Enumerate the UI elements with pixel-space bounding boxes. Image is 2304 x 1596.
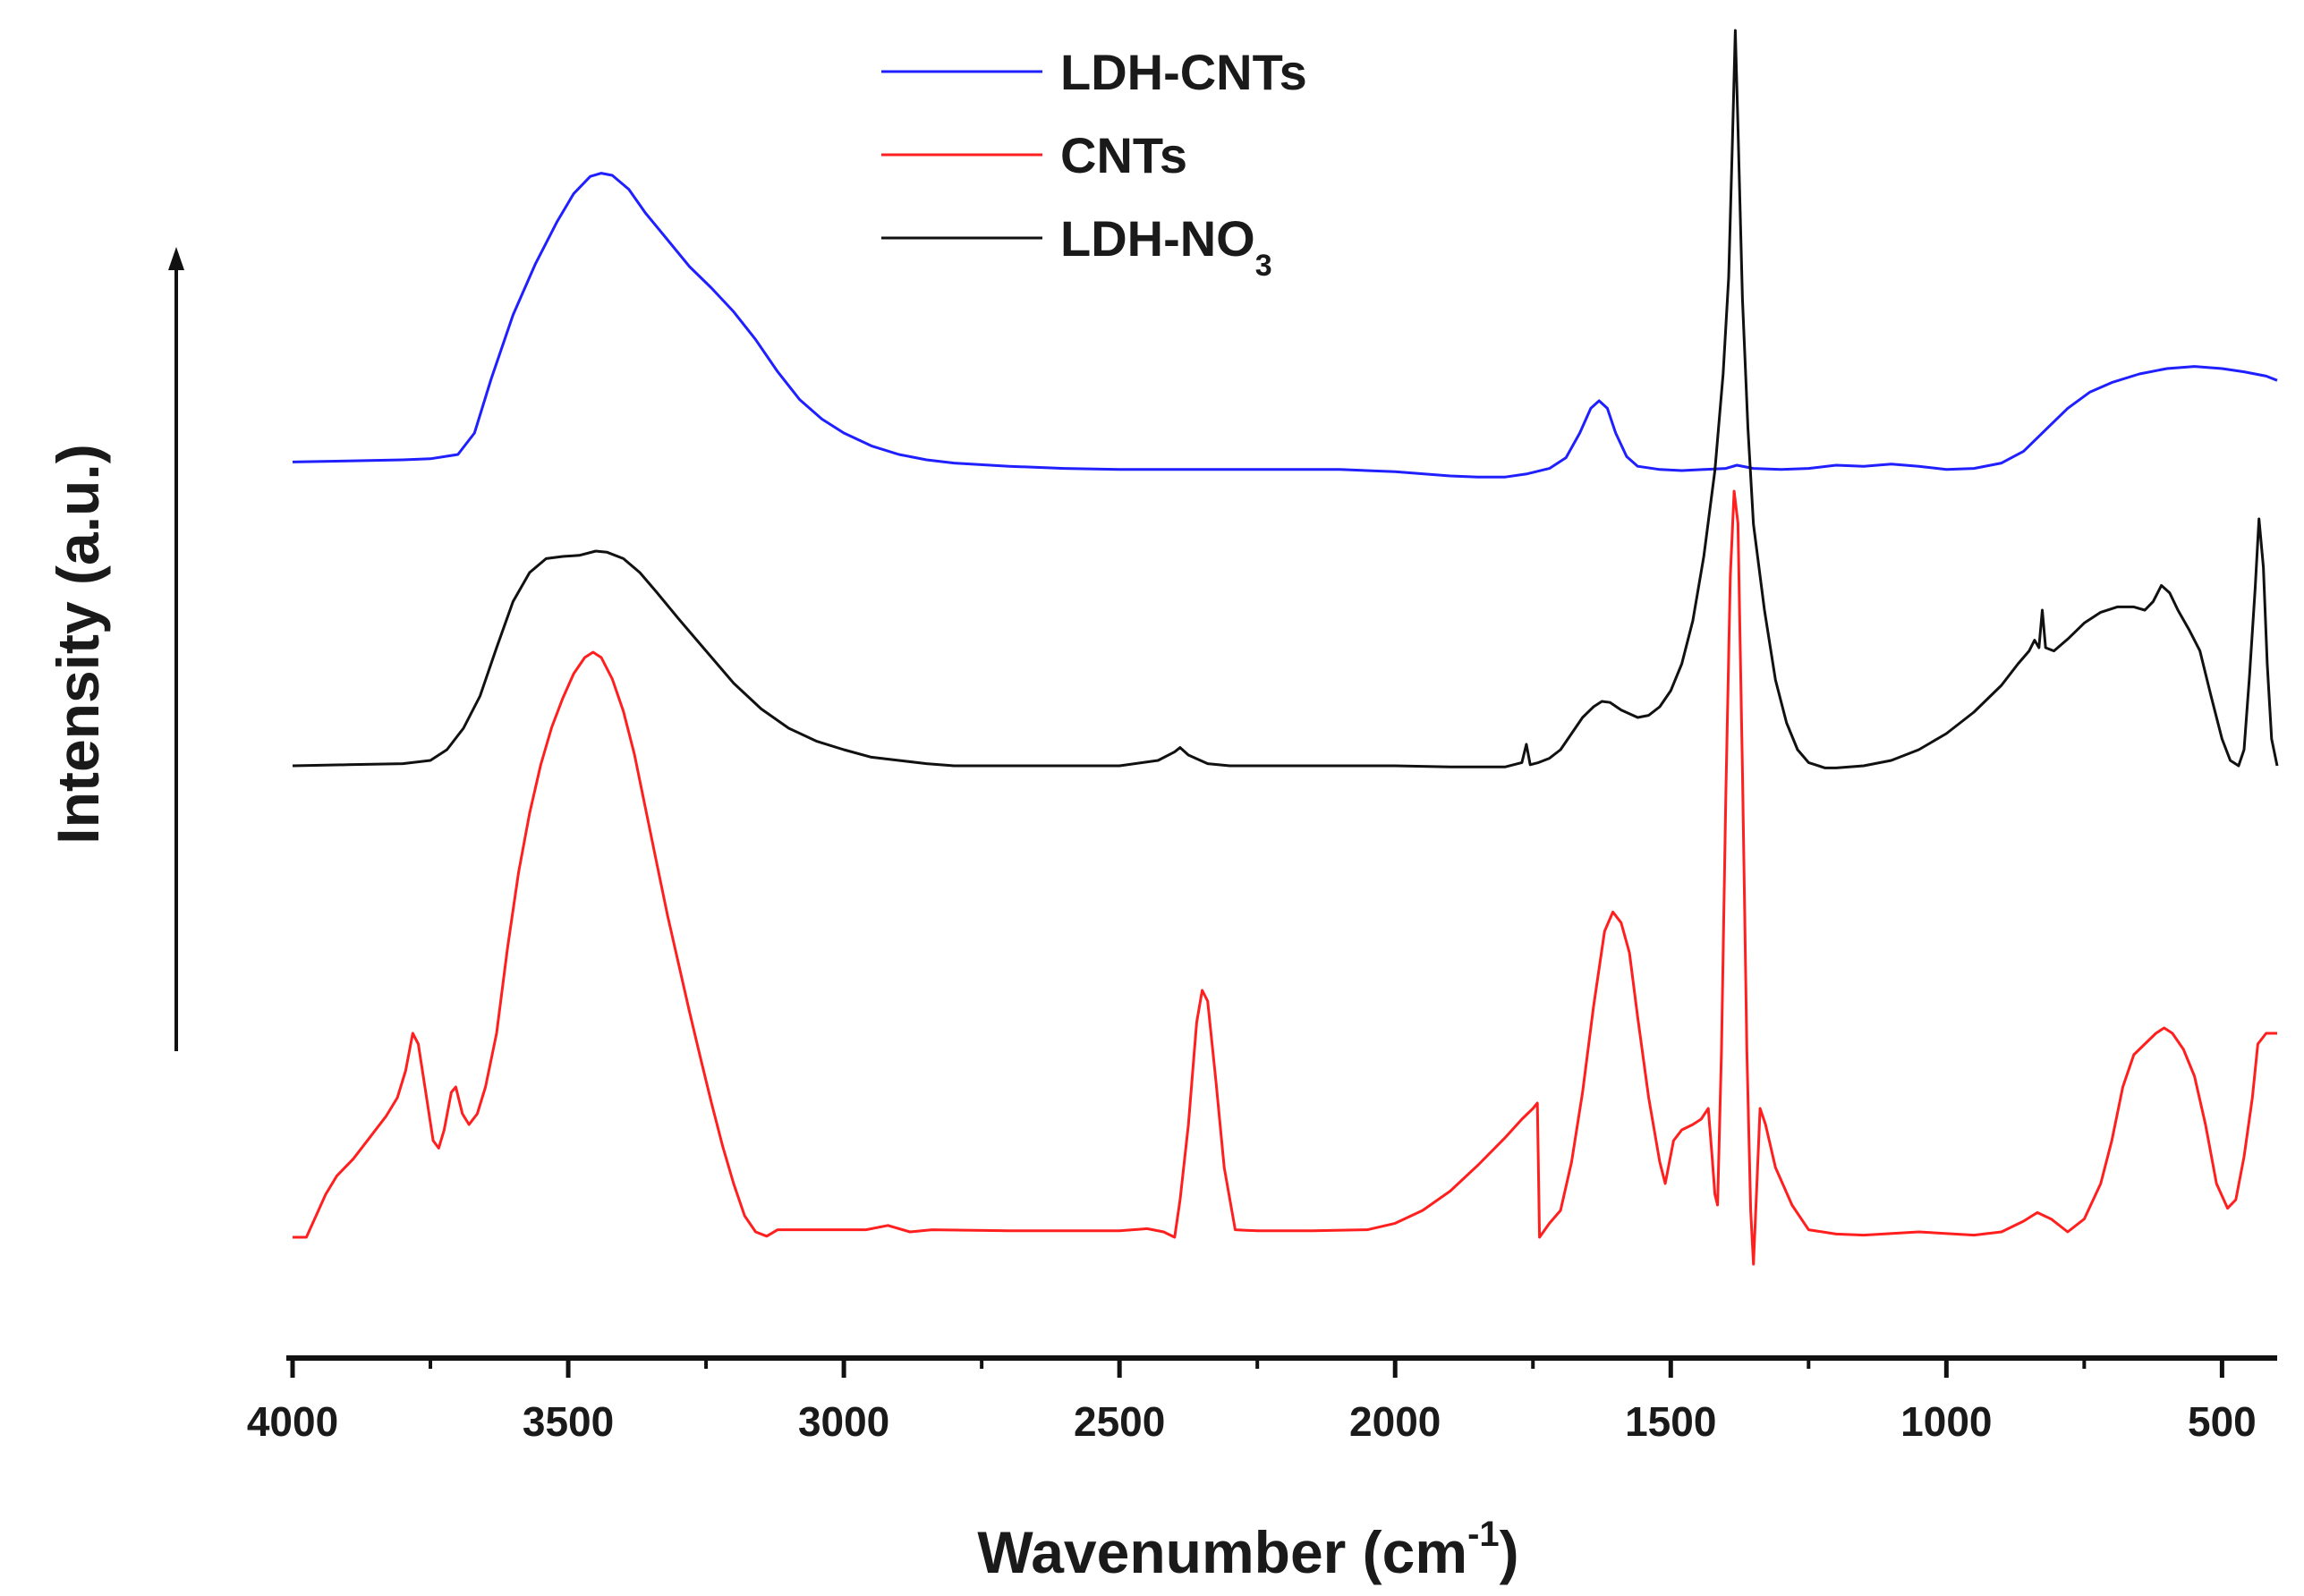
legend-label-main: CNTs (1060, 127, 1187, 183)
legend-label-ldh-cnts: LDH-CNTs (1060, 44, 1307, 100)
x-tick-label: 4000 (247, 1398, 338, 1445)
legend-label-subscript: 3 (1255, 249, 1272, 283)
x-ticks: 4000 3500 3000 2500 2000 1500 1000 500 (247, 1358, 2257, 1445)
x-axis-label-close: ) (1500, 1519, 1519, 1585)
x-tick-label: 3500 (523, 1398, 614, 1445)
plot-area (292, 29, 2279, 1266)
legend-label-ldh-no3: LDH-NO3 (1060, 210, 1272, 283)
x-tick-label: 500 (2188, 1398, 2257, 1445)
x-axis: 4000 3500 3000 2500 2000 1500 1000 500 (247, 1355, 2277, 1445)
x-tick-label: 3000 (798, 1398, 889, 1445)
legend-label-main: LDH-NO (1060, 210, 1255, 267)
x-axis-label-main: Wavenumber (cm (977, 1519, 1467, 1585)
series-line-ldh-cnts (292, 172, 2278, 479)
y-axis-label: Intensity (a.u.) (45, 444, 111, 844)
legend-label-main: LDH-CNTs (1060, 44, 1307, 100)
y-axis (168, 247, 184, 1051)
x-axis-label: Wavenumber (cm-1) (977, 1515, 1518, 1585)
series-line-cnts (293, 489, 2277, 1266)
legend-label-cnts: CNTs (1060, 127, 1187, 183)
series-layer (292, 29, 2279, 1266)
x-tick-label: 2500 (1074, 1398, 1165, 1445)
y-axis-arrow-head (168, 247, 184, 270)
series-line-ldh-no3 (292, 29, 2279, 769)
x-tick-label: 2000 (1349, 1398, 1441, 1445)
x-axis-label-superscript: -1 (1467, 1515, 1500, 1554)
legend: LDH-CNTs CNTs LDH-NO3 (881, 44, 1307, 283)
x-tick-label: 1000 (1900, 1398, 1992, 1445)
x-tick-label: 1500 (1625, 1398, 1716, 1445)
